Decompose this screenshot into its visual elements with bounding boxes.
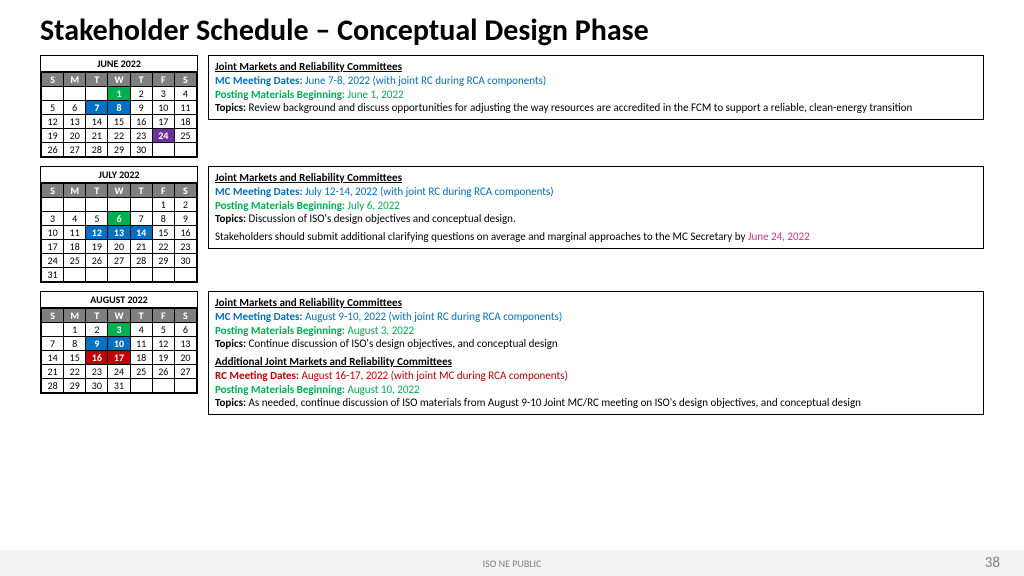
extra-text: Stakeholders should submit additional cl… (215, 230, 748, 243)
topics-text: Continue discussion of ISO's design obje… (249, 337, 558, 350)
pm-label: Posting Materials Beginning: (215, 199, 345, 212)
content: JUNE 2022 SMTWTFS12345678910111213141516… (0, 55, 1024, 415)
mc-label: MC Meeting Dates: (215, 310, 302, 323)
section-title: Joint Markets and Reliability Committees (215, 296, 977, 310)
info-july: Joint Markets and Reliability Committees… (208, 166, 984, 249)
topics-label: Topics: (215, 212, 246, 225)
pm-label: Posting Materials Beginning: (215, 324, 345, 337)
cal-table: SMTWTFS123456789101112131415161718192021… (41, 183, 197, 282)
pm2-label: Posting Materials Beginning: (215, 383, 345, 396)
calendar-july: JULY 2022 SMTWTFS12345678910111213141516… (40, 166, 198, 283)
topics-label: Topics: (215, 337, 246, 350)
mc-value: June 7-8, 2022 (with joint RC during RCA… (305, 74, 546, 87)
pm2-value: August 10, 2022 (347, 383, 419, 396)
info-august: Joint Markets and Reliability Committees… (208, 291, 984, 415)
section-title: Joint Markets and Reliability Committees (215, 171, 977, 185)
page-number: 38 (985, 554, 1000, 572)
pm-label: Posting Materials Beginning: (215, 88, 345, 101)
topics2-text: As needed, continue discussion of ISO ma… (249, 396, 861, 409)
row-august: AUGUST 2022 SMTWTFS123456789101112131415… (40, 291, 984, 415)
cal-table: SMTWTFS123456789101112131415161718192021… (41, 308, 197, 393)
pm-value: June 1, 2022 (347, 88, 403, 101)
topics-text: Review background and discuss opportunit… (249, 101, 913, 114)
row-july: JULY 2022 SMTWTFS12345678910111213141516… (40, 166, 984, 283)
cal-table: SMTWTFS123456789101112131415161718192021… (41, 72, 197, 157)
footer: ISO NE PUBLIC (0, 550, 1024, 576)
footer-label: ISO NE PUBLIC (483, 557, 542, 570)
rc-label: RC Meeting Dates: (215, 369, 299, 382)
rc-value: August 16-17, 2022 (with joint MC during… (301, 369, 567, 382)
page-title: Stakeholder Schedule – Conceptual Design… (0, 0, 1024, 55)
topics-label: Topics: (215, 101, 246, 114)
topics2-label: Topics: (215, 396, 246, 409)
section-title: Joint Markets and Reliability Committees (215, 60, 977, 74)
mc-label: MC Meeting Dates: (215, 185, 302, 198)
mc-value: July 12-14, 2022 (with joint RC during R… (305, 185, 554, 198)
topics-text: Discussion of ISO's design objectives an… (249, 212, 516, 225)
pm-value: August 3, 2022 (347, 324, 414, 337)
section-title-2: Additional Joint Markets and Reliability… (215, 355, 977, 369)
cal-title: AUGUST 2022 (41, 292, 197, 308)
pm-value: July 6, 2022 (347, 199, 399, 212)
cal-title: JULY 2022 (41, 167, 197, 183)
row-june: JUNE 2022 SMTWTFS12345678910111213141516… (40, 55, 984, 158)
cal-title: JUNE 2022 (41, 56, 197, 72)
calendar-august: AUGUST 2022 SMTWTFS123456789101112131415… (40, 291, 198, 394)
info-june: Joint Markets and Reliability Committees… (208, 55, 984, 120)
calendar-june: JUNE 2022 SMTWTFS12345678910111213141516… (40, 55, 198, 158)
extra-date: June 24, 2022 (748, 230, 810, 243)
mc-value: August 9-10, 2022 (with joint RC during … (305, 310, 562, 323)
mc-label: MC Meeting Dates: (215, 74, 302, 87)
